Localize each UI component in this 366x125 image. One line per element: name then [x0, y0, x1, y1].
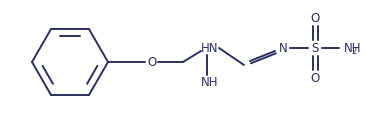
Text: O: O [310, 72, 320, 85]
Text: NH: NH [344, 42, 362, 54]
Text: NH: NH [201, 76, 219, 88]
Text: HN: HN [201, 42, 219, 54]
Text: 2: 2 [351, 48, 356, 56]
Text: N: N [279, 42, 287, 54]
Text: S: S [311, 42, 319, 54]
Text: O: O [310, 12, 320, 24]
Text: O: O [147, 56, 157, 68]
